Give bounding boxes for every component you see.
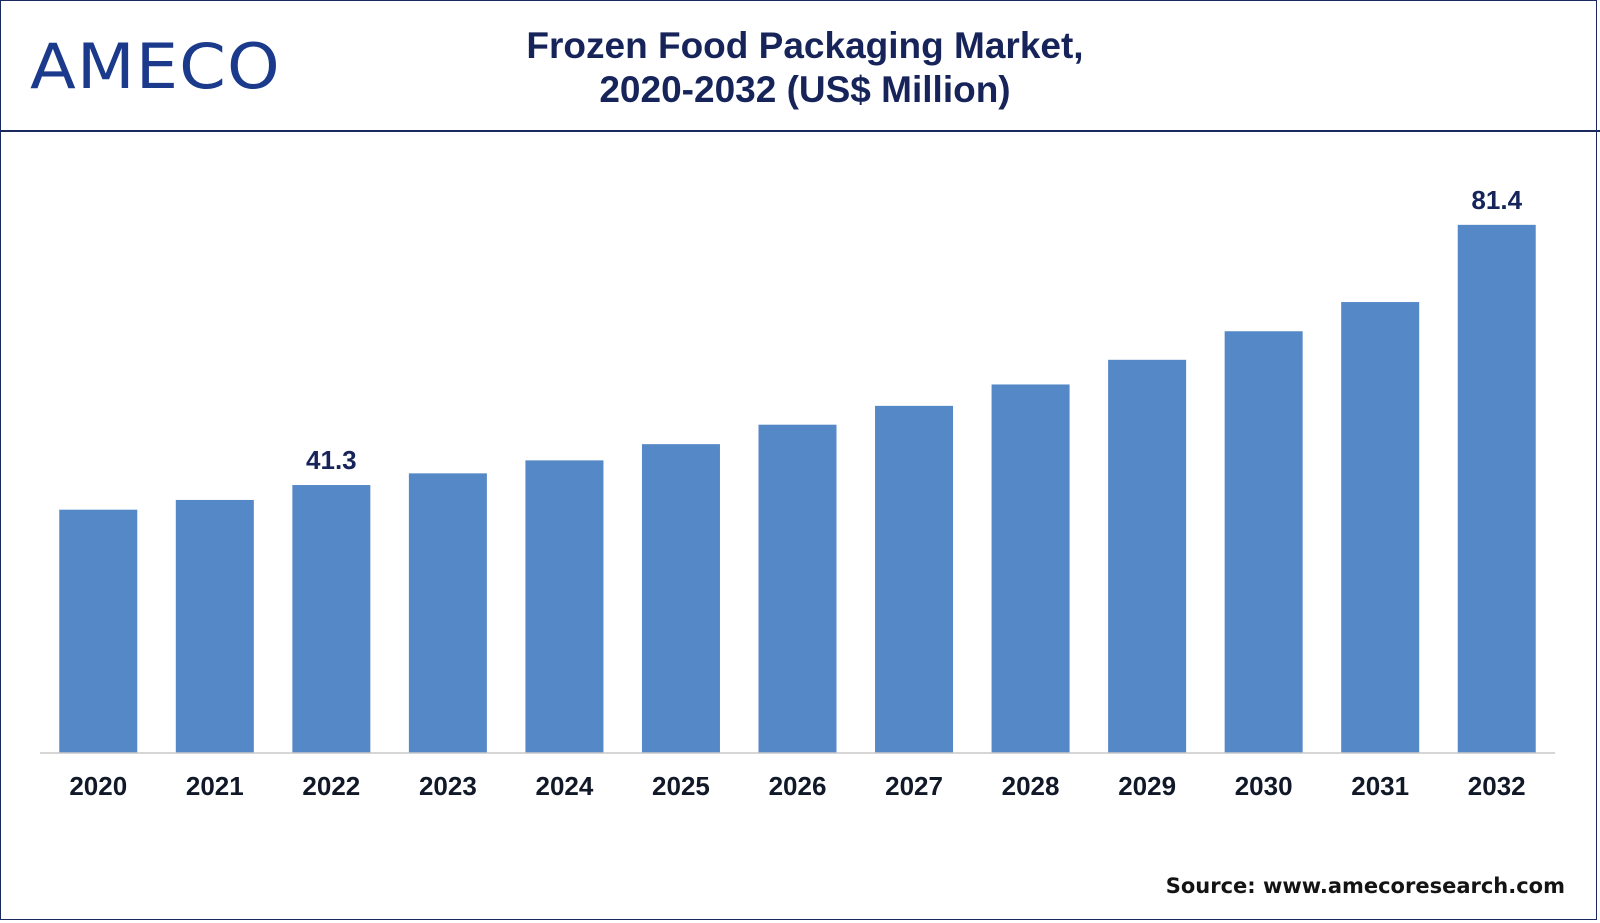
x-tick-2021: 2021 (186, 771, 244, 801)
source-note: Source: www.amecoresearch.com (1165, 874, 1565, 898)
x-tick-2029: 2029 (1118, 771, 1176, 801)
bar-2024 (525, 460, 604, 753)
chart-title-line-1: Frozen Food Packaging Market, (526, 25, 1084, 66)
ameco-logo: AMECO (30, 30, 281, 103)
x-tick-labels: 2020 2021 2022 2023 2024 2025 2026 2027 2028 2029… (69, 771, 1525, 801)
chart-title: Frozen Food Packaging Market, 2020-2032 … (320, 24, 1290, 112)
x-tick-2023: 2023 (419, 771, 477, 801)
bar-2022 (292, 485, 371, 753)
bar-2032 (1457, 224, 1536, 754)
bar-2025 (641, 444, 720, 753)
bar-2029 (1108, 359, 1187, 753)
x-tick-2032: 2032 (1468, 771, 1526, 801)
bar-2020 (59, 509, 138, 753)
x-tick-2022: 2022 (302, 771, 360, 801)
data-label-2022: 41.3 (306, 445, 357, 475)
x-tick-2025: 2025 (652, 771, 710, 801)
bar-2031 (1341, 302, 1420, 753)
x-tick-2020: 2020 (69, 771, 127, 801)
x-tick-2027: 2027 (885, 771, 943, 801)
x-tick-2024: 2024 (536, 771, 594, 801)
x-tick-2031: 2031 (1351, 771, 1409, 801)
x-tick-2028: 2028 (1002, 771, 1060, 801)
data-label-2032: 81.4 (1471, 185, 1522, 215)
x-tick-2030: 2030 (1235, 771, 1293, 801)
x-tick-2026: 2026 (769, 771, 827, 801)
bar-2021 (175, 499, 254, 753)
bar-2028 (991, 384, 1070, 753)
bar-2030 (1224, 331, 1303, 753)
bar-2026 (758, 424, 837, 753)
header-divider (0, 130, 1600, 132)
chart-title-line-2: 2020-2032 (US$ Million) (599, 69, 1011, 110)
bars-group (59, 224, 1536, 754)
bar-2027 (875, 405, 954, 753)
data-labels: 41.3 81.4 (306, 185, 1523, 475)
bar-2023 (408, 473, 487, 753)
